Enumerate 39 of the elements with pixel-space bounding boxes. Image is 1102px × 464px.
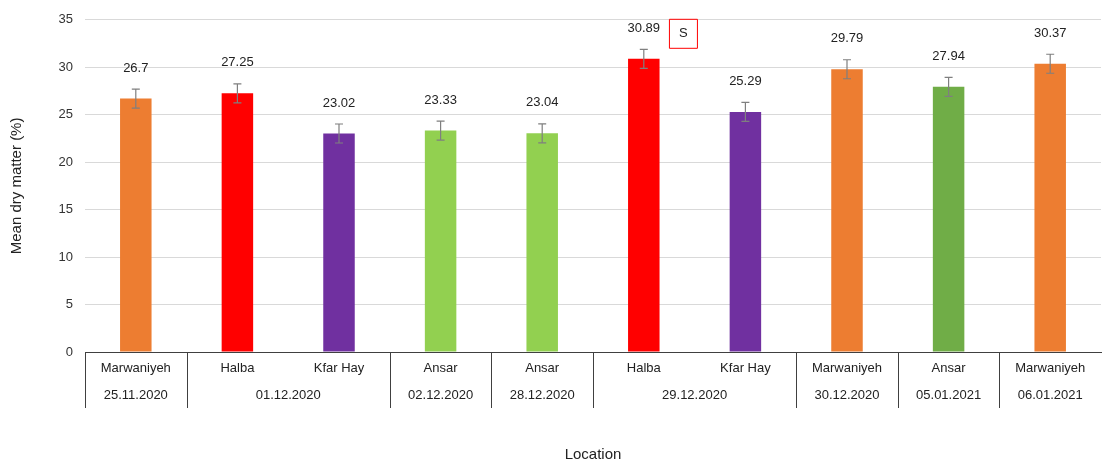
text: 01.12.2020: [255, 386, 321, 402]
y-tick-label: 15: [58, 201, 73, 217]
data-label: 23.04: [525, 94, 559, 110]
x-tick-label: Halba: [626, 360, 662, 376]
x-axis-title: Location: [564, 445, 622, 463]
x-tick-label: Halba: [220, 360, 256, 376]
y-tick-label: 25: [58, 106, 73, 122]
y-tick-label: 20: [58, 153, 73, 169]
y-axis-title: Mean dry matter (%): [7, 117, 25, 255]
y-tick-label: 5: [65, 296, 73, 312]
x-tick-label: Marwaniyeh: [811, 360, 883, 376]
text: 30.12.2020: [814, 386, 880, 402]
x-tick-label: Ansar: [525, 360, 560, 376]
x-tick-label: Kfar Hay: [313, 360, 365, 376]
x-tick-label: Marwaniyeh: [100, 360, 171, 376]
data-label: 25.29: [729, 73, 762, 89]
data-label: 23.02: [322, 94, 356, 110]
y-tick-label: 0: [65, 343, 73, 359]
data-label: 26.7: [123, 59, 149, 75]
text: 28.12.2020: [509, 386, 575, 402]
text: 29.12.2020: [662, 386, 728, 402]
data-label: 27.25: [221, 54, 254, 70]
x-tick-label: Ansar: [931, 360, 967, 376]
text: 25.11.2020: [103, 386, 168, 402]
data-label: 23.33: [424, 91, 457, 107]
annotation: S: [679, 25, 689, 41]
x-tick-label: Kfar Hay: [720, 360, 772, 376]
text: 02.12.2020: [408, 386, 474, 402]
y-tick-label: 35: [58, 11, 73, 27]
data-label: 29.79: [830, 30, 864, 46]
data-label: 30.89: [627, 19, 661, 35]
y-tick-label: 30: [58, 58, 73, 74]
data-label: 30.37: [1033, 24, 1067, 40]
data-label: 27.94: [932, 47, 965, 63]
x-tick-label: Marwaniyeh: [1015, 360, 1086, 376]
y-tick-label: 10: [58, 248, 73, 264]
x-tick-label: Ansar: [423, 360, 459, 376]
text: 05.01.2021: [916, 386, 982, 402]
text: 06.01.2021: [1017, 386, 1083, 402]
